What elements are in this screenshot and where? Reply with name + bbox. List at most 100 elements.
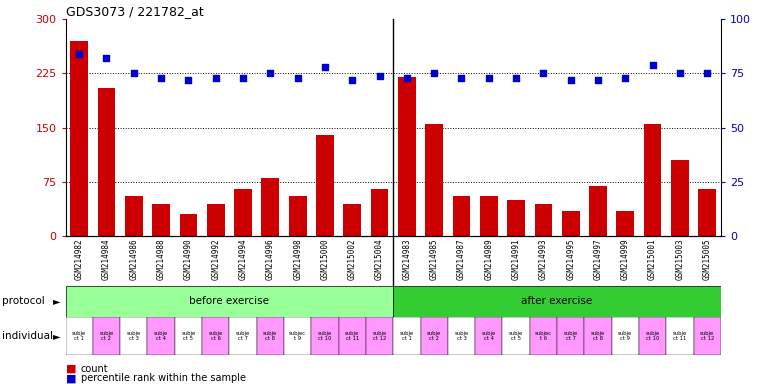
- Bar: [639, 317, 666, 355]
- Bar: [257, 317, 284, 355]
- Text: subjec
t 9: subjec t 9: [289, 331, 306, 341]
- Point: [318, 64, 331, 70]
- Text: GSM214993: GSM214993: [539, 239, 548, 280]
- Point: [646, 62, 658, 68]
- Text: ■: ■: [66, 364, 76, 374]
- Bar: [98, 88, 116, 236]
- Text: GSM214987: GSM214987: [457, 239, 466, 280]
- Text: after exercise: after exercise: [521, 296, 593, 306]
- Point: [73, 51, 86, 57]
- Bar: [289, 196, 307, 236]
- Text: subje
ct 12: subje ct 12: [700, 331, 715, 341]
- Text: subje
ct 1: subje ct 1: [399, 331, 414, 341]
- Text: GSM214997: GSM214997: [594, 239, 602, 280]
- Text: subje
ct 5: subje ct 5: [509, 331, 524, 341]
- Bar: [562, 211, 580, 236]
- Text: GSM214996: GSM214996: [266, 239, 274, 280]
- Text: subje
ct 8: subje ct 8: [591, 331, 605, 341]
- Text: subje
ct 8: subje ct 8: [263, 331, 278, 341]
- Text: subje
ct 3: subje ct 3: [126, 331, 141, 341]
- Bar: [66, 317, 93, 355]
- Bar: [507, 200, 525, 236]
- Text: GSM214989: GSM214989: [484, 239, 493, 280]
- Bar: [125, 196, 143, 236]
- Point: [182, 77, 194, 83]
- Point: [456, 75, 468, 81]
- Bar: [534, 204, 552, 236]
- Bar: [202, 317, 230, 355]
- Text: subje
ct 10: subje ct 10: [318, 331, 332, 341]
- Bar: [311, 317, 338, 355]
- Bar: [316, 135, 334, 236]
- Point: [592, 77, 604, 83]
- Bar: [338, 317, 366, 355]
- Bar: [261, 178, 279, 236]
- Text: subje
ct 11: subje ct 11: [673, 331, 687, 341]
- Bar: [366, 317, 393, 355]
- Text: ■: ■: [66, 373, 76, 383]
- Text: before exercise: before exercise: [190, 296, 269, 306]
- Text: GSM214992: GSM214992: [211, 239, 221, 280]
- Point: [701, 70, 713, 76]
- Text: GSM214985: GSM214985: [429, 239, 439, 280]
- Point: [401, 75, 413, 81]
- Bar: [448, 317, 475, 355]
- Bar: [694, 317, 721, 355]
- Text: GSM214983: GSM214983: [402, 239, 412, 280]
- Point: [674, 70, 686, 76]
- Bar: [589, 185, 607, 236]
- Text: GSM214994: GSM214994: [238, 239, 247, 280]
- Bar: [699, 189, 716, 236]
- Point: [155, 75, 167, 81]
- Point: [291, 75, 304, 81]
- Point: [537, 70, 550, 76]
- Bar: [611, 317, 639, 355]
- Bar: [371, 189, 389, 236]
- Text: GSM215000: GSM215000: [321, 239, 329, 280]
- Bar: [420, 317, 448, 355]
- Text: GSM215002: GSM215002: [348, 239, 357, 280]
- Bar: [671, 160, 689, 236]
- Text: subje
ct 2: subje ct 2: [99, 331, 113, 341]
- Bar: [393, 286, 721, 317]
- Text: GSM214986: GSM214986: [130, 239, 138, 280]
- Bar: [480, 196, 497, 236]
- Text: GSM215005: GSM215005: [702, 239, 712, 280]
- Text: subje
ct 10: subje ct 10: [645, 331, 660, 341]
- Text: individual: individual: [2, 331, 52, 341]
- Bar: [175, 317, 202, 355]
- Text: GDS3073 / 221782_at: GDS3073 / 221782_at: [66, 5, 204, 18]
- Point: [428, 70, 440, 76]
- Text: GSM215004: GSM215004: [375, 239, 384, 280]
- Text: count: count: [81, 364, 109, 374]
- Bar: [207, 204, 224, 236]
- Bar: [503, 317, 530, 355]
- Bar: [426, 124, 443, 236]
- Bar: [393, 317, 420, 355]
- Bar: [343, 204, 361, 236]
- Text: GSM214984: GSM214984: [102, 239, 111, 280]
- Text: GSM214998: GSM214998: [293, 239, 302, 280]
- Text: GSM214982: GSM214982: [75, 239, 84, 280]
- Text: subje
ct 3: subje ct 3: [454, 331, 469, 341]
- Point: [128, 70, 140, 76]
- Text: ►: ►: [52, 296, 60, 306]
- Text: subje
ct 4: subje ct 4: [482, 331, 496, 341]
- Text: protocol: protocol: [2, 296, 44, 306]
- Bar: [453, 196, 470, 236]
- Text: percentile rank within the sample: percentile rank within the sample: [81, 373, 246, 383]
- Point: [564, 77, 577, 83]
- Text: GSM214990: GSM214990: [184, 239, 193, 280]
- Point: [346, 77, 359, 83]
- Point: [237, 75, 249, 81]
- Bar: [120, 317, 147, 355]
- Point: [483, 75, 495, 81]
- Text: subje
ct 6: subje ct 6: [209, 331, 223, 341]
- Point: [264, 70, 277, 76]
- Bar: [644, 124, 662, 236]
- Text: GSM214999: GSM214999: [621, 239, 630, 280]
- Bar: [475, 317, 503, 355]
- Text: subje
ct 2: subje ct 2: [427, 331, 441, 341]
- Point: [619, 75, 631, 81]
- Bar: [557, 317, 584, 355]
